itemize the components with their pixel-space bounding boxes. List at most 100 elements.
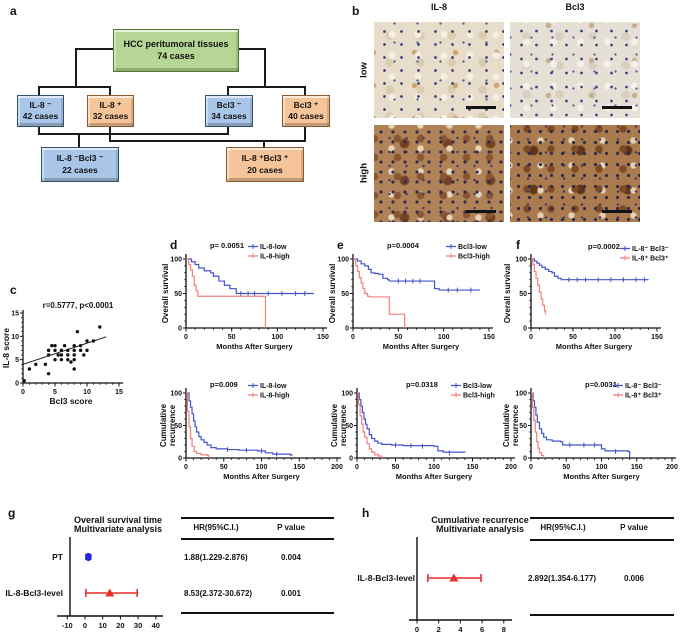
hr-marker-triangle	[105, 588, 115, 597]
micrograph-bcl3-high	[510, 125, 640, 222]
flow-box-dblneg-line1: IL-8 ⁻Bcl3 ⁻	[56, 153, 104, 164]
flow-box-dblneg-line2: 22 cases	[62, 164, 98, 175]
x-tick-label: 200	[331, 464, 343, 471]
micrograph-bcl3-low	[510, 22, 640, 118]
x-tick-label: 100	[256, 464, 268, 471]
scatter-point	[72, 357, 76, 362]
scale-bar	[466, 106, 496, 109]
table-p-value: 0.006	[624, 574, 645, 583]
x-axis-title: Months After Surgery	[563, 472, 640, 481]
x-tick-label: 50	[569, 334, 577, 341]
forest-row-label: PT	[52, 552, 64, 562]
y-tick-label: 10	[11, 334, 19, 341]
flow-connector	[78, 133, 80, 148]
x-tick-label: 50	[392, 464, 400, 471]
scatter-point	[46, 348, 51, 353]
ihc-row-label-high: high	[358, 162, 370, 184]
scatter-point	[46, 353, 51, 357]
scatter-point	[62, 343, 67, 348]
x-tick-label: 15	[115, 389, 123, 396]
legend-label: IL-8-low	[260, 383, 287, 390]
scatter-point	[69, 360, 73, 364]
panel-label-e: e	[337, 238, 344, 252]
km-curve	[531, 392, 545, 458]
panel-label-b: b	[352, 4, 360, 18]
flow-box-dblpos-line2: 20 cases	[247, 164, 283, 175]
y-tick-label: 50	[174, 291, 182, 298]
forest-title: Overall survival time	[74, 515, 162, 525]
p-value-label: p=0.0318	[406, 380, 438, 389]
panel-label-d: d	[170, 238, 178, 252]
x-axis-title: Months After Surgery	[223, 472, 300, 481]
flow-box-bcl3pos-line1: Bcl3 ⁺	[293, 99, 319, 110]
x-tick-label: 2	[437, 625, 441, 634]
x-tick-label: 0	[21, 389, 25, 396]
hr-marker-square	[85, 553, 92, 561]
panel-label-a: a	[10, 4, 17, 18]
legend-label: IL-8⁺ Bcl3⁺	[625, 393, 662, 400]
forest-row-label: IL-8-Bcl3-level	[5, 588, 63, 598]
x-tick-label: 150	[293, 464, 305, 471]
table-p-value: 0.004	[281, 553, 302, 562]
flow-box-il8neg-line1: IL-8 ⁻	[29, 99, 52, 110]
y-axis-title: Cumulative	[330, 403, 339, 447]
y-tick-label: 50	[519, 291, 527, 298]
x-tick-label: 50	[228, 334, 236, 341]
micrograph-il8-low	[374, 22, 504, 118]
y-tick-label: 50	[345, 423, 353, 430]
scatter-point	[82, 353, 86, 357]
km-curve	[186, 392, 210, 458]
flow-box-il8pos-line1: IL-8 ⁺	[99, 99, 122, 110]
flow-box-il8pos-line2: 32 cases	[92, 111, 129, 121]
y-tick-label: 5	[15, 357, 19, 364]
forest-title: Cumulative recurrence	[431, 515, 529, 525]
x-tick-label: 50	[220, 464, 228, 471]
x-tick-label: 6	[480, 625, 484, 634]
scatter-point	[59, 353, 64, 357]
flow-box-il8neg-line2: 42 cases	[22, 111, 59, 121]
x-tick-label: 150	[631, 464, 643, 471]
ihc-column-header-il8: IL-8	[430, 2, 447, 12]
y-axis-title: Overall survival	[328, 264, 337, 324]
km-curve	[186, 258, 267, 328]
y-tick-label: 100	[170, 257, 182, 264]
y-axis-title: Overall survival	[503, 264, 512, 324]
flow-connector	[264, 48, 266, 88]
scatter-point	[85, 348, 89, 353]
p-value-label: p=0.0002	[588, 242, 620, 251]
table-header-hr: HR(95%C.I.)	[193, 523, 239, 532]
scatter-point	[34, 362, 38, 367]
flow-connector	[227, 86, 229, 95]
scatter-point	[50, 343, 54, 348]
flow-box-root-line1: HCC peritumoral tissues	[123, 38, 229, 49]
forest-row-label: IL-8-Bcl3-level	[357, 573, 415, 583]
y-tick-label: 0	[15, 381, 19, 388]
y-axis-title: Overall survival	[161, 264, 170, 324]
flow-box-double-positive: IL-8 ⁺Bcl3 ⁺ 20 cases	[226, 147, 304, 182]
x-tick-label: 8	[502, 625, 506, 634]
flow-connector	[227, 125, 229, 135]
y-tick-label: 0	[178, 326, 182, 333]
flow-connector	[304, 86, 306, 95]
correlation-label: r=0.5777, p<0.0001	[43, 301, 114, 310]
x-tick-label: 200	[505, 464, 517, 471]
scatter-point	[72, 348, 76, 353]
table-header-hr: HR(95%C.I.)	[540, 523, 586, 532]
x-tick-label: 4	[458, 625, 463, 634]
km-chart-cumulative-recurrence-combined: 0 50 100 0 50 100 150 200 p=0.0031 IL-8⁻ Bcl3⁻ IL-…	[502, 380, 678, 481]
scale-bar	[466, 210, 496, 213]
scatter-point	[72, 367, 76, 371]
km-chart-cumulative-recurrence-bcl3: 0 50 100 0 50 100 150 200 p=0.0318 Bcl3-low Bcl3-h…	[330, 380, 517, 481]
scale-bar	[602, 210, 632, 213]
legend-label: Bcl3-high	[458, 254, 490, 261]
y-axis-title: recurrence	[511, 404, 520, 446]
x-axis-title: Months After Surgery	[556, 342, 633, 351]
km-curve	[357, 392, 383, 458]
km-chart-overall-survival-bcl3: 0 50 100 0 50 100 150 p=0.0004 Bcl3-low Bcl3-high…	[328, 241, 495, 351]
flow-connector	[227, 86, 306, 88]
km-chart-cumulative-recurrence-il8: 0 50 100 0 50 100 150 200 p=0.009 IL-8-low IL-8-hi…	[159, 380, 343, 481]
y-axis-title: recurrence	[168, 404, 177, 446]
p-value-label: p=0.009	[210, 380, 238, 389]
y-tick-label: 0	[523, 326, 527, 333]
flow-connector	[38, 125, 40, 135]
